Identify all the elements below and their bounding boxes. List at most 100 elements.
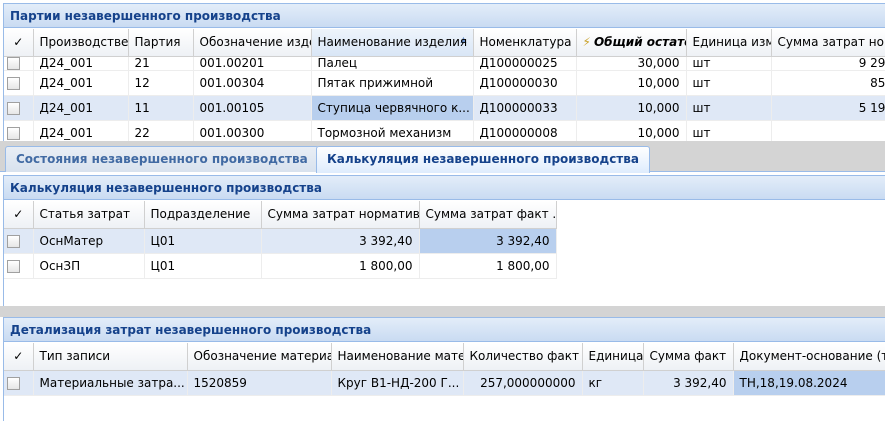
table-row[interactable]: Материальные затра... 1520859 Круг В1-НД-2… [4, 370, 885, 396]
checkbox-icon[interactable] [7, 76, 20, 90]
table-cell[interactable]: 1 800,00 [261, 253, 420, 279]
column-header[interactable]: Количество факт [463, 343, 583, 371]
table-cell[interactable]: 257,000000000 [463, 370, 583, 396]
column-header[interactable]: Сумма затрат норматив [771, 29, 885, 57]
column-header[interactable]: Статья затрат [33, 201, 145, 229]
row-checkbox[interactable] [4, 95, 34, 121]
table-cell[interactable]: 001.00304 [193, 70, 312, 96]
table-cell[interactable]: 001.00105 [193, 95, 312, 121]
column-header[interactable]: Сумма затрат факт .. [419, 201, 557, 229]
column-header[interactable]: Сумма факт [643, 343, 734, 371]
table-cell[interactable]: 1520859 [187, 370, 332, 396]
select-all-checkbox[interactable]: ✓ [4, 343, 34, 371]
column-header[interactable]: Номенклатура и [473, 29, 577, 57]
splitter[interactable] [0, 306, 885, 317]
column-header[interactable]: ▲ Наименование изделия [311, 29, 474, 57]
table-cell[interactable]: 1 800,00 [419, 253, 557, 279]
table-cell[interactable]: 001.00201 [193, 56, 312, 71]
batches-panel-title: Партии незавершенного производства [4, 4, 885, 28]
table-cell[interactable]: Пятак прижимной [311, 70, 474, 96]
table-cell[interactable]: шт [686, 56, 772, 71]
row-checkbox[interactable] [4, 70, 34, 96]
column-header[interactable]: Обозначение изделия [193, 29, 312, 57]
checkbox-icon[interactable] [7, 101, 20, 115]
row-checkbox[interactable] [4, 56, 34, 71]
checkbox-icon[interactable] [7, 126, 20, 140]
checkbox-icon[interactable] [7, 234, 20, 248]
table-cell[interactable]: шт [686, 95, 772, 121]
table-row[interactable]: Д24_001 21 001.00201 Палец Д100000025 30,000 ш… [4, 56, 885, 71]
checkbox-icon[interactable] [7, 259, 20, 273]
table-cell[interactable]: шт [686, 120, 772, 141]
filter-icon: ⚡ [582, 35, 591, 50]
column-header[interactable]: Документ-основание (тип [733, 343, 885, 371]
table-cell[interactable]: Д24_001 [33, 56, 129, 71]
row-checkbox[interactable] [4, 120, 34, 141]
checkbox-icon[interactable] [7, 376, 20, 390]
table-row[interactable]: ОснЗП Ц01 1 800,00 1 800,00 [4, 253, 557, 279]
table-cell[interactable]: Ц01 [144, 228, 262, 254]
table-row[interactable]: Д24_001 22 001.00300 Тормозной механизм Д100… [4, 120, 885, 141]
table-row[interactable]: Д24_001 12 001.00304 Пятак прижимной Д100000… [4, 70, 885, 96]
batches-panel: Партии незавершенного производства ✓ Прои… [3, 3, 885, 141]
column-header[interactable]: ⚡Общий остаток [576, 29, 687, 57]
table-cell[interactable]: Материальные затра... [33, 370, 188, 396]
tab-states[interactable]: Состояния незавершенного производства [5, 146, 319, 172]
table-cell[interactable]: Д24_001 [33, 70, 129, 96]
table-cell[interactable]: Д100000030 [473, 70, 577, 96]
column-header[interactable]: Наименование материала [331, 343, 464, 371]
column-header[interactable]: Тип записи [33, 343, 188, 371]
table-cell[interactable]: 30,000 [576, 56, 687, 71]
tab-calculation[interactable]: Калькуляция незавершенного производства [316, 146, 650, 173]
column-header[interactable]: Единица изм [686, 29, 772, 57]
column-header[interactable]: Партия [128, 29, 194, 57]
table-cell[interactable]: Д100000008 [473, 120, 577, 141]
table-cell[interactable]: Д24_001 [33, 95, 129, 121]
select-all-checkbox[interactable]: ✓ [4, 201, 34, 229]
select-all-checkbox[interactable]: ✓ [4, 29, 34, 57]
table-cell[interactable]: 5 192,4 [771, 95, 885, 121]
row-checkbox[interactable] [4, 370, 34, 396]
table-cell[interactable]: ТН,18,19.08.2024 [733, 370, 885, 396]
table-cell[interactable]: шт [686, 70, 772, 96]
table-cell[interactable]: 11 [128, 95, 194, 121]
table-row[interactable]: ОснМатер Ц01 3 392,40 3 392,40 [4, 228, 557, 254]
details-panel: Детализация затрат незавершенного произв… [3, 317, 885, 421]
calc-grid: ✓ Статья затрат Подразделение Сумма затрат … [4, 201, 885, 306]
row-checkbox[interactable] [4, 228, 34, 254]
checkbox-icon[interactable] [7, 56, 20, 69]
table-cell[interactable]: Круг В1-НД-200 Г... [331, 370, 464, 396]
table-cell[interactable]: 22 [128, 120, 194, 141]
row-checkbox[interactable] [4, 253, 34, 279]
table-cell[interactable]: ОснЗП [33, 253, 145, 279]
table-cell[interactable]: кг [582, 370, 644, 396]
calc-panel-title: Калькуляция незавершенного производства [4, 176, 885, 200]
table-cell[interactable]: 21 [128, 56, 194, 71]
table-cell[interactable]: 3 392,40 [419, 228, 557, 254]
table-cell[interactable]: 001.00300 [193, 120, 312, 141]
table-cell[interactable]: Ступица червячного к... [311, 95, 474, 121]
table-cell[interactable]: 10,000 [576, 95, 687, 121]
table-cell[interactable]: Д100000033 [473, 95, 577, 121]
column-header[interactable]: Подразделение [144, 201, 262, 229]
sort-asc-icon: ▲ [460, 35, 467, 45]
table-cell[interactable]: 855,5 [771, 70, 885, 96]
table-cell[interactable]: Ц01 [144, 253, 262, 279]
column-header[interactable]: Обозначение материала [187, 343, 332, 371]
table-cell[interactable]: 12 [128, 70, 194, 96]
column-header[interactable]: Единица [582, 343, 644, 371]
table-cell[interactable]: ОснМатер [33, 228, 145, 254]
table-cell[interactable]: 0,0 [771, 120, 885, 141]
table-cell[interactable]: Д100000025 [473, 56, 577, 71]
table-cell[interactable]: 10,000 [576, 120, 687, 141]
table-cell[interactable]: Д24_001 [33, 120, 129, 141]
table-cell[interactable]: 3 392,40 [643, 370, 734, 396]
column-header[interactable]: Сумма затрат норматив [261, 201, 420, 229]
table-cell[interactable]: Палец [311, 56, 474, 71]
table-row[interactable]: Д24_001 11 001.00105 Ступица червячного к..… [4, 95, 885, 121]
column-header[interactable]: Производственный [33, 29, 129, 57]
table-cell[interactable]: Тормозной механизм [311, 120, 474, 141]
table-cell[interactable]: 10,000 [576, 70, 687, 96]
table-cell[interactable]: 3 392,40 [261, 228, 420, 254]
table-cell[interactable]: 9 299,7 [771, 56, 885, 71]
